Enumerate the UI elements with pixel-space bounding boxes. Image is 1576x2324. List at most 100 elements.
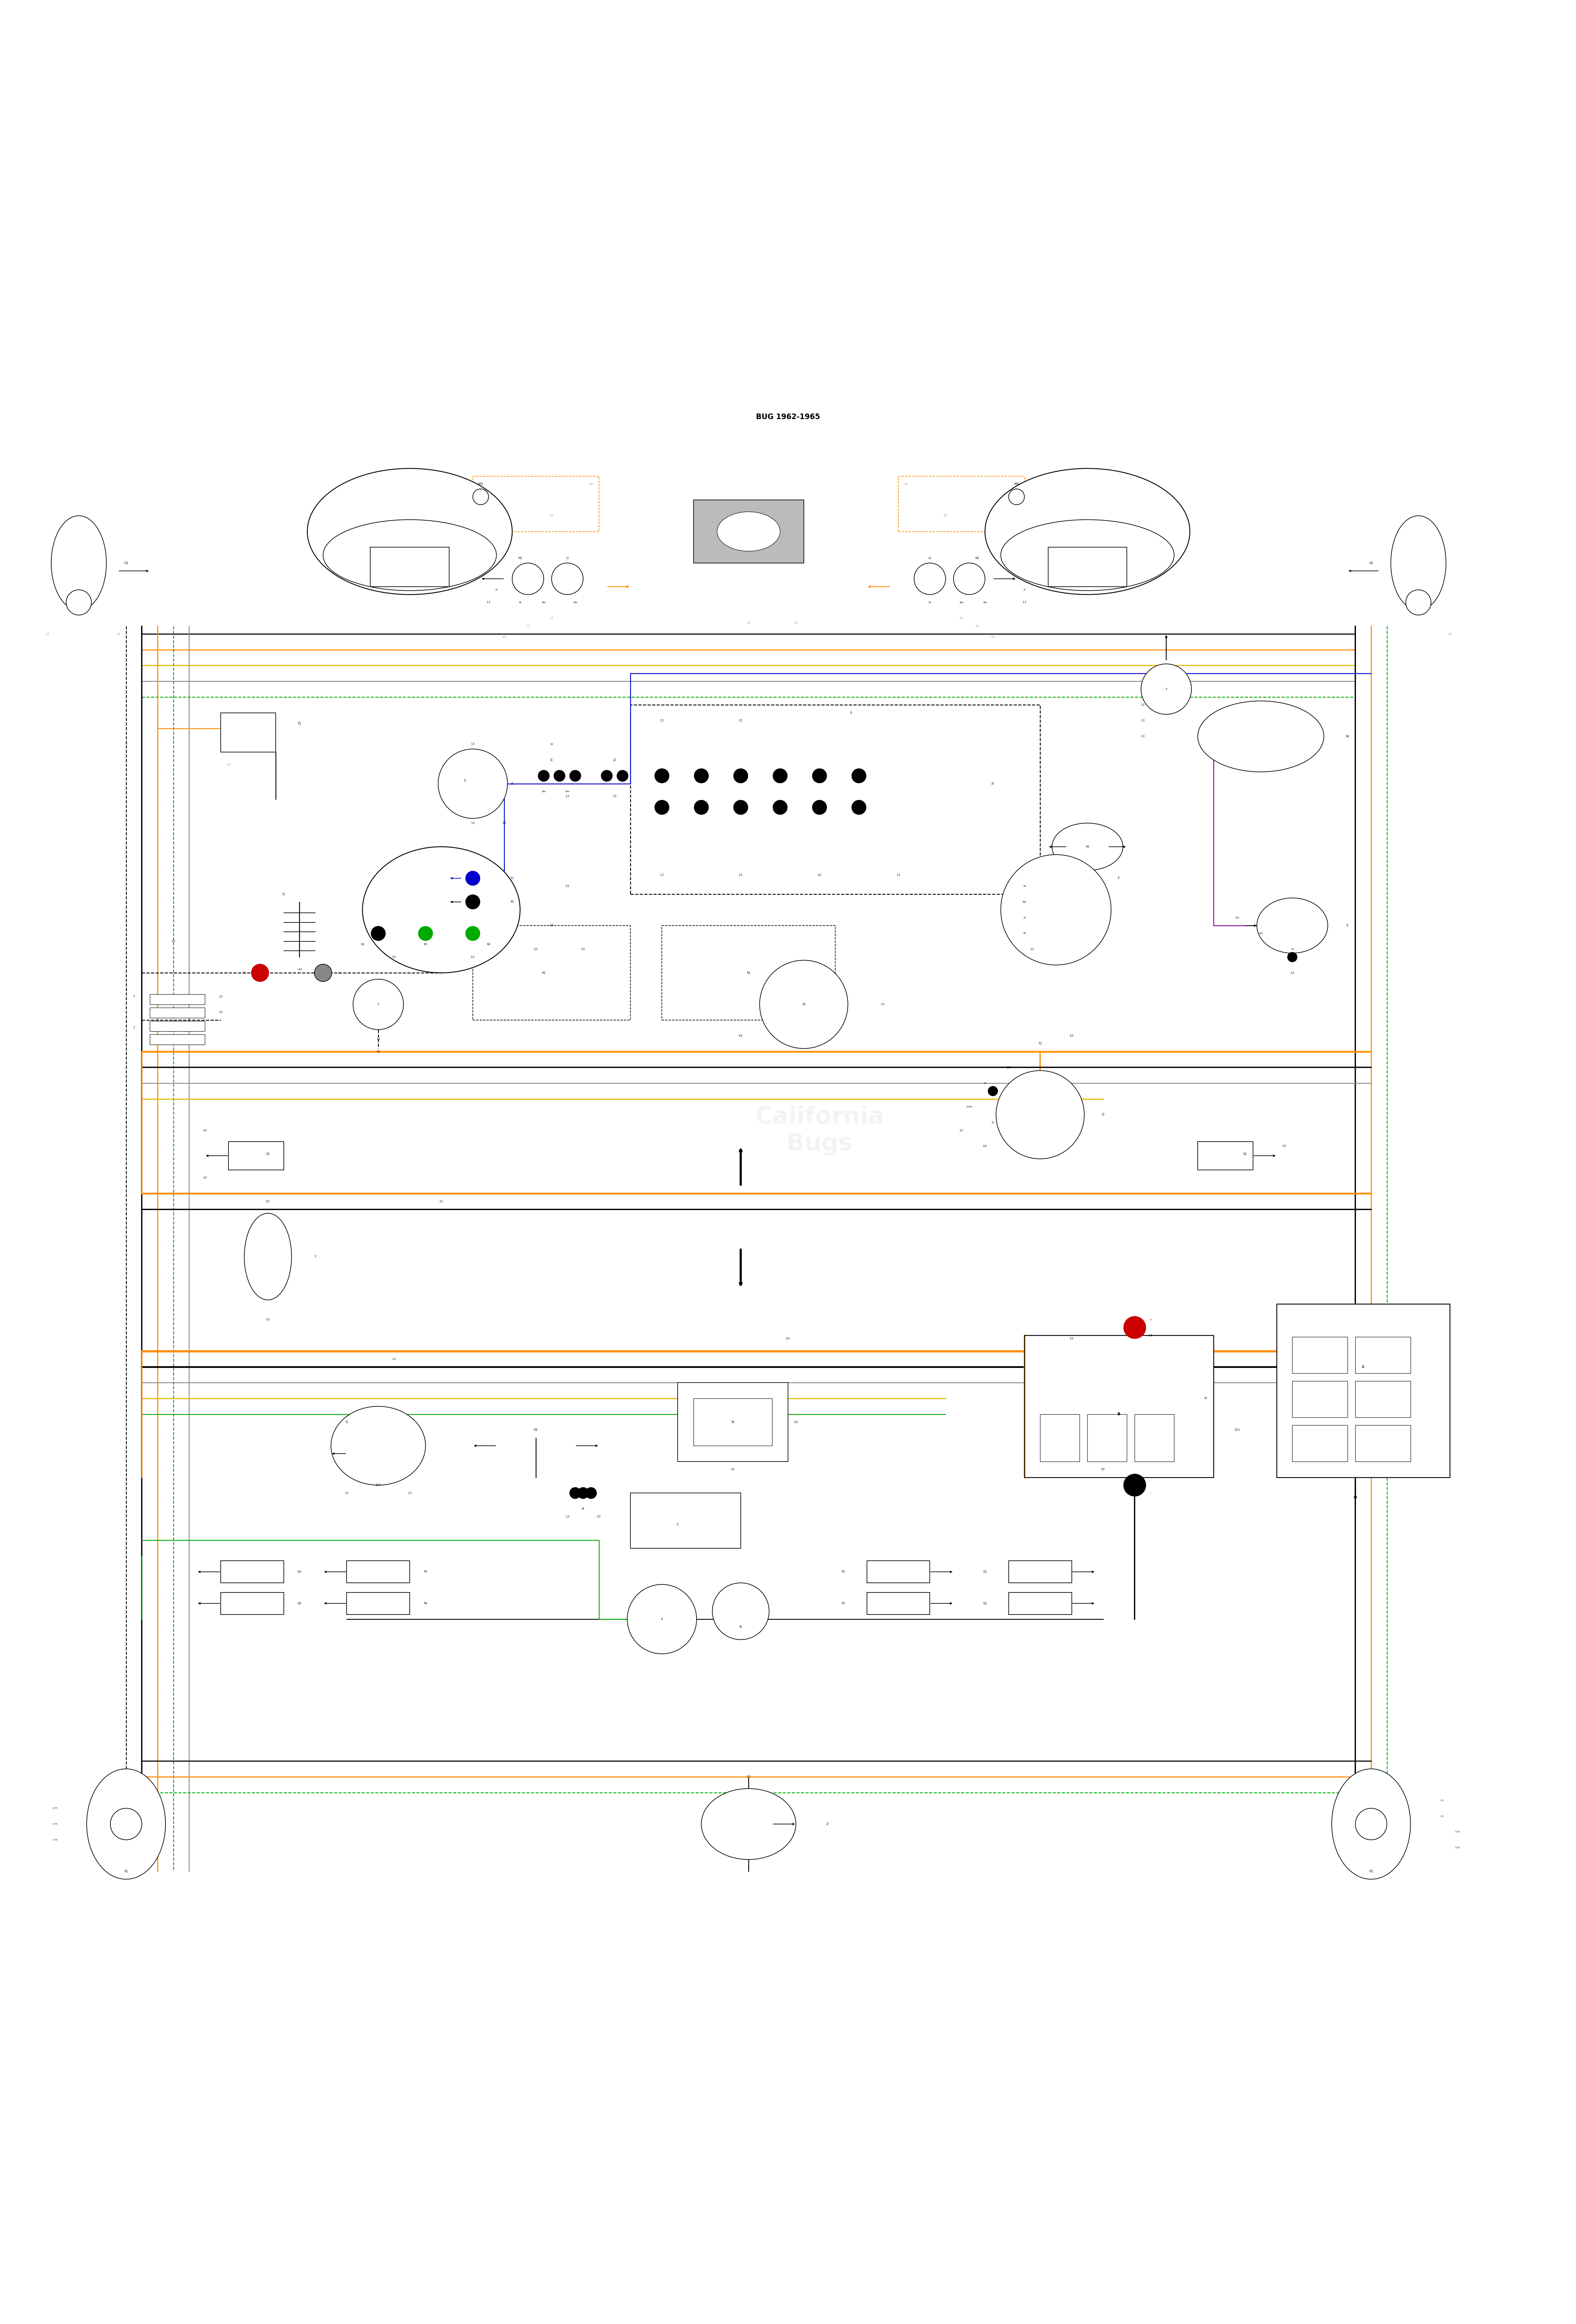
Circle shape (438, 748, 507, 818)
Bar (678, 1383, 788, 1462)
Bar (1292, 1425, 1347, 1462)
Bar (1009, 1562, 1072, 1583)
Text: U1: U1 (125, 562, 128, 565)
Text: 1,0: 1,0 (1141, 734, 1144, 737)
Text: J1: J1 (550, 758, 553, 762)
Text: 1,0: 1,0 (1291, 971, 1294, 974)
Text: 6,0: 6,0 (1070, 1336, 1073, 1341)
Circle shape (618, 769, 627, 781)
Text: 0,5: 0,5 (203, 1176, 206, 1178)
Bar (370, 546, 449, 586)
Text: T: T (132, 995, 136, 997)
Text: R2: R2 (542, 971, 545, 974)
Bar (1009, 1592, 1072, 1615)
Text: 0,5: 0,5 (582, 948, 585, 951)
Text: 1,5: 1,5 (487, 602, 490, 604)
Text: 2,5: 2,5 (566, 795, 569, 797)
Text: 0,5: 0,5 (905, 483, 908, 486)
Circle shape (571, 769, 580, 781)
Circle shape (712, 1583, 769, 1641)
Text: 1,5: 1,5 (1023, 602, 1026, 604)
Circle shape (772, 799, 788, 813)
Text: S: S (463, 779, 466, 783)
Text: C: C (676, 1522, 679, 1527)
Text: 2,5: 2,5 (613, 795, 616, 797)
Bar (1355, 1380, 1411, 1418)
Text: 2,5: 2,5 (1031, 948, 1034, 951)
Text: 1,5: 1,5 (471, 744, 474, 746)
Circle shape (813, 799, 826, 813)
Circle shape (733, 769, 749, 783)
Text: 0,5: 0,5 (566, 885, 569, 888)
Bar (630, 704, 1040, 895)
Text: 2,5: 2,5 (1149, 1334, 1152, 1336)
Circle shape (315, 964, 333, 981)
Text: 6,0: 6,0 (794, 1420, 797, 1425)
Text: 0,5: 0,5 (1283, 1146, 1286, 1148)
Ellipse shape (1258, 897, 1327, 953)
Text: 1,0: 1,0 (392, 1357, 396, 1360)
Text: 6,0: 6,0 (983, 1146, 987, 1148)
Ellipse shape (1332, 1769, 1411, 1880)
Circle shape (1124, 1315, 1146, 1339)
Bar (1292, 1336, 1347, 1373)
Text: 1,5: 1,5 (345, 1492, 348, 1494)
Ellipse shape (1053, 823, 1122, 872)
Circle shape (988, 1085, 998, 1097)
Text: P1: P1 (842, 1571, 845, 1573)
Text: K3: K3 (424, 944, 427, 946)
Text: 1,0: 1,0 (1141, 718, 1144, 723)
Text: 0,5: 0,5 (747, 1776, 750, 1778)
Text: P2: P2 (842, 1601, 845, 1606)
Text: 1,5: 1,5 (960, 616, 963, 621)
Bar (1292, 1380, 1347, 1418)
Text: 0,5: 0,5 (534, 948, 537, 951)
Bar (221, 1562, 284, 1583)
Circle shape (1288, 953, 1297, 962)
Circle shape (1406, 590, 1431, 616)
Text: E: E (1346, 925, 1349, 927)
Ellipse shape (331, 1406, 426, 1485)
Circle shape (693, 769, 709, 783)
Text: 2,5: 2,5 (660, 718, 663, 723)
Text: 2,5: 2,5 (440, 1199, 443, 1204)
Circle shape (733, 799, 749, 813)
Bar (662, 925, 835, 1020)
Bar (630, 1492, 741, 1548)
Text: 0,5: 0,5 (392, 955, 396, 957)
Text: K: K (511, 783, 514, 786)
Circle shape (110, 1808, 142, 1841)
Text: 1,0: 1,0 (747, 621, 750, 625)
Text: 1,0: 1,0 (471, 823, 474, 825)
Ellipse shape (985, 469, 1190, 595)
Text: M3: M3 (479, 483, 482, 486)
Text: 1,0: 1,0 (227, 762, 230, 767)
Text: 1,5: 1,5 (46, 632, 49, 634)
Text: 0,5: 0,5 (731, 1469, 734, 1471)
Text: 1,5: 1,5 (897, 874, 900, 876)
Circle shape (539, 769, 548, 781)
Text: 1,0: 1,0 (1141, 704, 1144, 706)
Bar (347, 1592, 410, 1615)
Ellipse shape (1001, 521, 1174, 590)
Circle shape (772, 769, 788, 783)
Circle shape (1009, 488, 1024, 504)
Text: O: O (345, 1420, 348, 1425)
Text: Si: Si (731, 1420, 734, 1425)
Text: G: G (282, 892, 285, 895)
Text: U2: U2 (1370, 562, 1373, 565)
Circle shape (473, 488, 489, 504)
Text: 2: 2 (377, 1004, 380, 1006)
Text: 1,0: 1,0 (219, 1011, 222, 1013)
Text: K2: K2 (361, 944, 364, 946)
Circle shape (466, 927, 479, 941)
Circle shape (578, 1487, 589, 1499)
Text: 0,5: 0,5 (266, 1318, 269, 1320)
Circle shape (656, 769, 668, 783)
Circle shape (914, 562, 946, 595)
Text: 1,5: 1,5 (1448, 632, 1451, 634)
Text: O1: O1 (534, 1429, 537, 1432)
Circle shape (466, 872, 479, 885)
Text: 4: 4 (660, 1618, 663, 1620)
Text: R: R (243, 971, 246, 974)
